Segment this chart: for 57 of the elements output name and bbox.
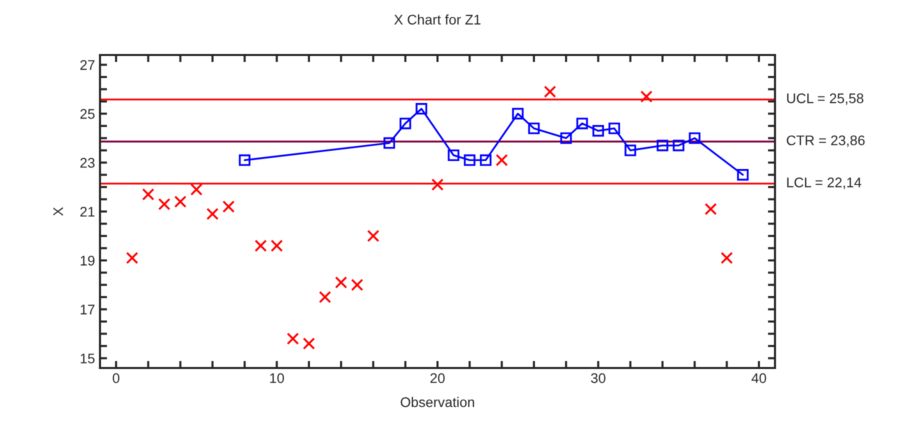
- point: [512, 108, 524, 120]
- y-tick-label: 27: [80, 60, 94, 70]
- point: [640, 90, 653, 103]
- point: [720, 252, 733, 264]
- point: [286, 332, 299, 345]
- point: [400, 118, 412, 130]
- y-tick-label: 19: [80, 256, 94, 266]
- y-tick-label: 25: [80, 109, 95, 119]
- point: [624, 144, 636, 156]
- y-tick-label: 23: [80, 158, 95, 168]
- point: [254, 240, 267, 252]
- point: [688, 132, 700, 144]
- chart-title: X Chart for Z1: [394, 14, 480, 25]
- x-tick-label: 0: [112, 373, 120, 384]
- point: [238, 154, 250, 166]
- point: [334, 276, 348, 289]
- point: [576, 118, 588, 130]
- point: [126, 252, 138, 264]
- ref-line-label: UCL = 25,58: [787, 93, 864, 105]
- point: [656, 140, 668, 152]
- point: [480, 154, 492, 166]
- x-axis-title: Observation: [400, 396, 474, 408]
- x-tick-label: 30: [591, 373, 606, 384]
- point: [351, 278, 364, 291]
- y-axis-title: X: [53, 207, 63, 216]
- point: [158, 198, 170, 210]
- point: [206, 208, 219, 220]
- y-tick-label: 17: [80, 304, 94, 314]
- point: [318, 290, 332, 304]
- point: [672, 140, 684, 152]
- point: [367, 230, 380, 242]
- point: [737, 169, 749, 181]
- point: [302, 337, 316, 350]
- point: [496, 154, 508, 166]
- point: [592, 125, 604, 137]
- point: [431, 178, 444, 191]
- point: [608, 122, 620, 134]
- point: [190, 183, 203, 196]
- ref-line-label: LCL = 22,14: [787, 178, 862, 189]
- point: [384, 137, 396, 149]
- x-tick-label: 20: [430, 373, 445, 384]
- point: [464, 154, 476, 166]
- point: [704, 202, 717, 216]
- point: [416, 103, 428, 115]
- point: [142, 188, 154, 201]
- y-tick-label: 21: [80, 206, 94, 217]
- x-tick-label: 40: [752, 373, 766, 384]
- point: [222, 200, 235, 213]
- point: [174, 196, 186, 208]
- point: [544, 86, 556, 98]
- point: [528, 122, 540, 134]
- ref-line-label: CTR = 23,86: [786, 135, 865, 147]
- x-tick-label: 10: [270, 373, 284, 384]
- point: [448, 149, 460, 162]
- y-tick-label: 15: [80, 354, 95, 364]
- point: [560, 132, 572, 144]
- point: [270, 240, 283, 252]
